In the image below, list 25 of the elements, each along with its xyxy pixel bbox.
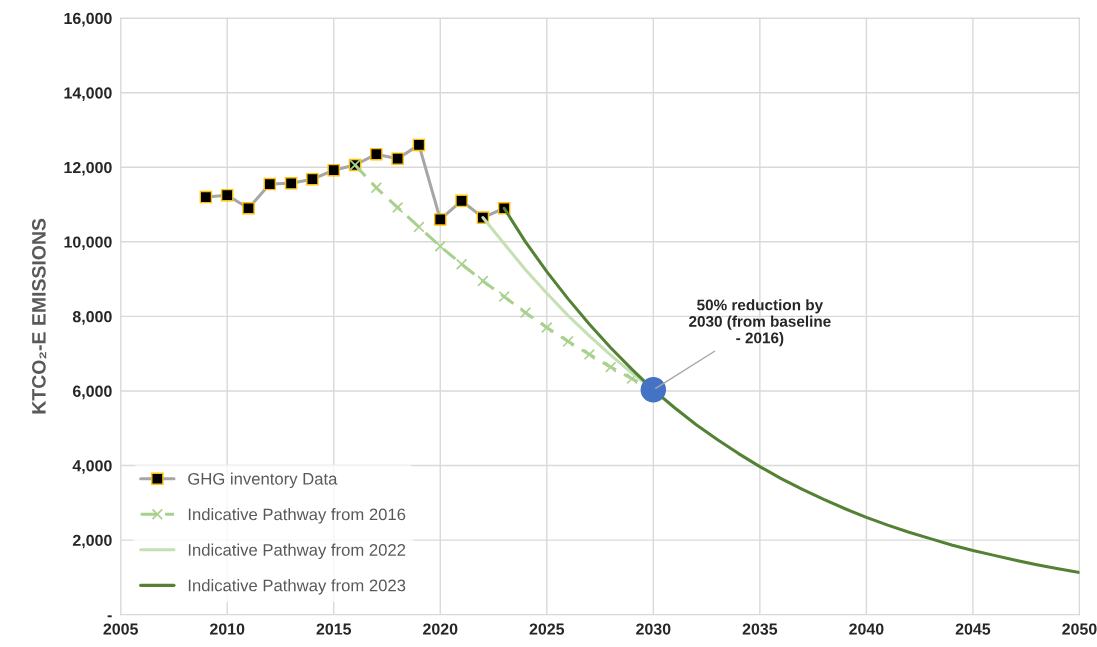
legend-label: Indicative Pathway from 2016 [188,508,406,524]
x-tick-label: 2045 [955,623,991,635]
x-tick-label: 2005 [103,623,138,635]
y-tick-label: 12,000 [64,161,112,176]
x-tick-label: 2025 [529,623,565,635]
legend-label: Indicative Pathway from 2022 [188,543,406,560]
y-tick-label: 4,000 [72,460,112,474]
y-tick-label: 10,000 [64,236,112,251]
x-tick-label: 2020 [423,623,458,635]
y-tick-label: - [107,615,112,618]
legend-label: Indicative Pathway from 2023 [188,579,406,595]
y-axis-title: KTCO₂-E EMISSIONS [31,218,47,414]
x-tick-label: 2050 [1062,623,1097,635]
x-tick-label: 2015 [316,623,352,635]
x-tick-label: 2030 [636,623,671,635]
x-tick-label: 2040 [849,623,884,635]
y-tick-label: 16,000 [64,12,112,27]
legend-label: GHG inventory Data [188,472,338,489]
x-tick-label: 2035 [742,623,778,635]
y-tick-label: 6,000 [72,385,112,400]
annotation: 50% reduction by 2030 (from baseline - 2016) [689,299,831,347]
y-tick-label: 8,000 [72,311,112,325]
y-tick-label: 14,000 [64,87,112,101]
x-tick-label: 2010 [209,623,245,635]
y-tick-label: 2,000 [72,534,112,549]
